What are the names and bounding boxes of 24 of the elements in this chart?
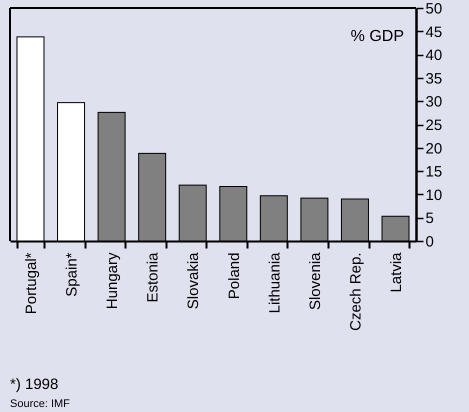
y-tick-label: 25 xyxy=(426,117,442,134)
x-tick-label: Slovenia xyxy=(306,252,324,310)
x-tick-label: Poland xyxy=(226,252,243,300)
x-tick-label: Hungary xyxy=(104,252,122,310)
y-tick-label: 50 xyxy=(426,0,442,18)
x-tick-label: Latvia xyxy=(388,252,406,293)
y-tick-label: 0 xyxy=(426,234,434,250)
y-tick-label: 30 xyxy=(426,94,442,111)
annotation: % GDP xyxy=(350,28,404,45)
x-tick-label: Spain* xyxy=(64,252,81,297)
x-tick-label: Lithuania xyxy=(266,252,284,314)
y-tick-label: 20 xyxy=(426,140,442,158)
y-tick-label: 35 xyxy=(426,70,442,88)
y-tick-label: 5 xyxy=(426,210,434,228)
text: *) 1998 xyxy=(10,376,58,393)
y-tick-label: 40 xyxy=(426,47,442,64)
x-tick-label: Estonia xyxy=(144,252,162,303)
y-tick-label: 45 xyxy=(426,24,442,41)
x-tick-label: Czech Rep. xyxy=(347,252,364,331)
x-tick-label: Slovakia xyxy=(185,252,202,310)
source-note: Source: IMF xyxy=(10,398,70,410)
y-tick-label: 15 xyxy=(426,164,442,181)
y-tick-label: 10 xyxy=(426,186,442,204)
x-tick-label: Portugal* xyxy=(22,252,40,314)
